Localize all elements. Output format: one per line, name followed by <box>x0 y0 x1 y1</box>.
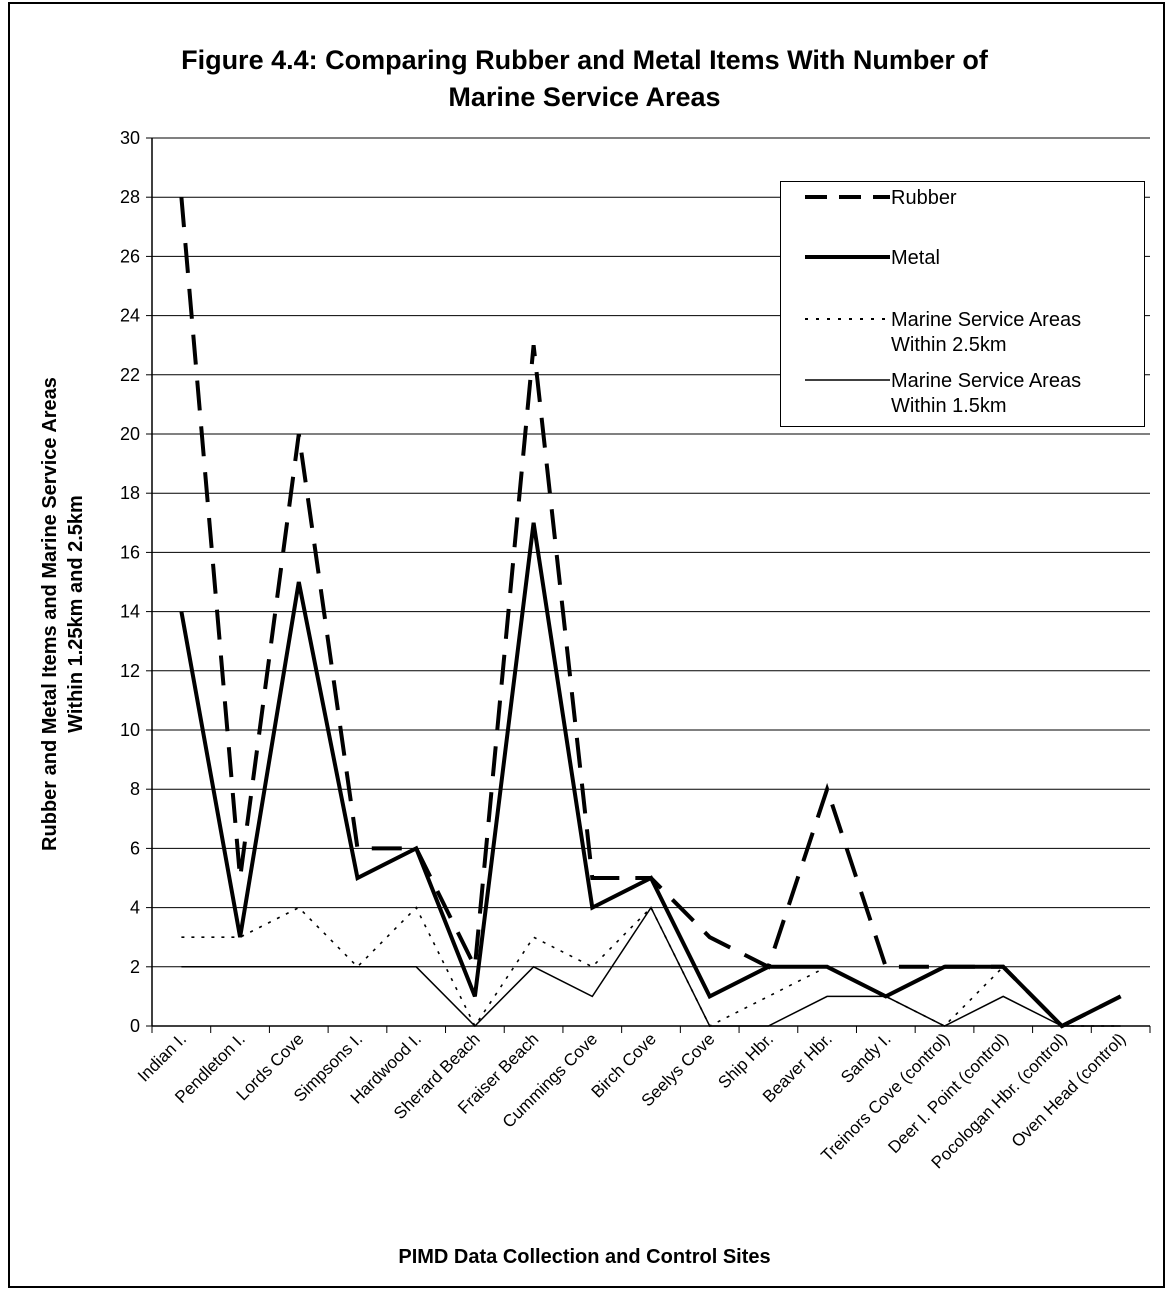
x-tick-label: Sandy I. <box>837 1029 895 1087</box>
legend-swatch-metal <box>805 255 890 259</box>
y-tick-label: 28 <box>120 187 140 207</box>
y-tick-label: 16 <box>120 542 140 562</box>
y-tick-label: 2 <box>130 957 140 977</box>
x-axis-label: PIMD Data Collection and Control Sites <box>398 1246 771 1268</box>
chart-title: Figure 4.4: Comparing Rubber and Metal I… <box>0 42 1169 116</box>
legend-label-msa-1-5km: Marine Service Areas Within 1.5km <box>891 370 1082 417</box>
axes <box>146 137 1151 1033</box>
y-tick-label: 14 <box>120 602 140 622</box>
x-tick-labels: Indian I.Pendleton I.Lords CoveSimpsons … <box>134 1029 1130 1172</box>
y-tick-label: 30 <box>120 128 140 148</box>
series-lines <box>179 197 1122 1029</box>
x-tick-label: Indian I. <box>134 1029 190 1085</box>
y-tick-label: 18 <box>120 483 140 503</box>
y-tick-label: 12 <box>120 661 140 681</box>
series-line-solid-thin <box>181 906 1121 1028</box>
x-tick-label: Oven Head (control) <box>1008 1029 1130 1151</box>
chart-frame <box>8 2 1165 1288</box>
chart-title-line-2: Marine Service Areas <box>448 82 721 112</box>
y-tick-label: 8 <box>130 779 140 799</box>
legend: Rubber Metal Marine Service Areas Within… <box>780 181 1145 427</box>
chart-title-line-1: Figure 4.4: Comparing Rubber and Metal I… <box>181 45 988 75</box>
y-tick-label: 10 <box>120 720 140 740</box>
series-line-dotted <box>181 906 1121 1028</box>
y-tick-label: 24 <box>120 306 140 326</box>
legend-label-msa-2-5km: Marine Service Areas Within 2.5km <box>891 309 1082 356</box>
series-line-solid-thick <box>179 522 1122 1029</box>
legend-swatch-msa-2-5km <box>805 318 890 320</box>
legend-label-metal: Metal <box>891 247 940 269</box>
legend-label-rubber: Rubber <box>891 187 957 209</box>
legend-swatch-rubber <box>805 195 890 199</box>
y-tick-label: 20 <box>120 424 140 444</box>
y-tick-label: 26 <box>120 246 140 266</box>
y-tick-label: 0 <box>130 1016 140 1036</box>
y-tick-label: 6 <box>130 838 140 858</box>
legend-swatch-msa-1-5km <box>805 379 890 381</box>
y-tick-label: 4 <box>130 898 140 918</box>
y-tick-label: 22 <box>120 365 140 385</box>
